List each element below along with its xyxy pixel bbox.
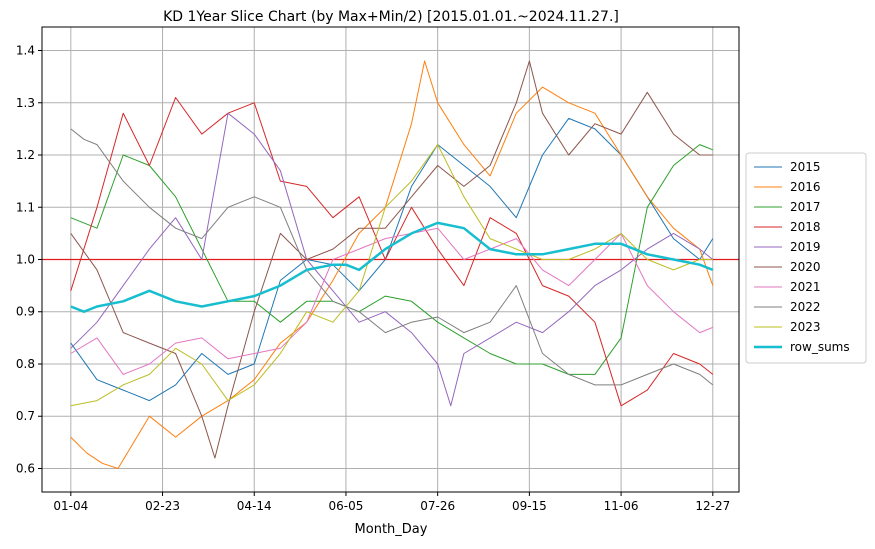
y-tick-label: 1.3	[16, 96, 35, 110]
x-axis: 01-04 02-23 04-14 06-05 07-26 09-15 11-06 12-27	[53, 492, 730, 513]
legend-label: 2020	[790, 260, 821, 274]
series-line-2017	[70, 144, 713, 375]
y-axis: 0.6 0.7 0.8 0.9 1.0 1.1 1.2 1.3 1.4	[16, 44, 42, 475]
series-line-2021	[70, 227, 713, 375]
legend-label: 2018	[790, 220, 821, 234]
series-line-2020	[70, 60, 713, 459]
series-line-row_sums	[70, 221, 714, 313]
series-line-2023	[70, 144, 713, 407]
y-tick-label: 0.6	[16, 461, 35, 475]
series-line-2022	[70, 128, 714, 386]
series-line-2016	[70, 60, 714, 469]
x-tick-label: 01-04	[53, 499, 88, 513]
x-tick-label: 02-23	[145, 499, 180, 513]
legend-label: 2015	[790, 160, 821, 174]
x-tick-label: 12-27	[695, 499, 730, 513]
legend-box	[745, 152, 867, 364]
x-tick-label: 07-26	[420, 499, 455, 513]
y-tick-label: 1.2	[16, 148, 35, 162]
y-tick-label: 0.8	[16, 357, 35, 371]
x-axis-label: Month_Day	[355, 522, 428, 537]
y-tick-label: 0.7	[16, 409, 35, 423]
legend-label: 2021	[790, 280, 821, 294]
series-group	[70, 60, 714, 469]
x-tick-label: 11-06	[604, 499, 639, 513]
x-tick-label: 04-14	[237, 499, 272, 513]
y-tick-label: 0.9	[16, 305, 35, 319]
chart-title: KD 1Year Slice Chart (by Max+Min/2) [201…	[163, 9, 619, 25]
y-tick-label: 1.4	[16, 44, 35, 58]
y-tick-label: 1.0	[16, 253, 35, 267]
legend-label: 2017	[790, 200, 821, 214]
legend-label: 2016	[790, 180, 821, 194]
x-tick-label: 06-05	[329, 499, 364, 513]
legend-label: 2022	[790, 300, 821, 314]
series-line-2018	[70, 97, 714, 407]
y-tick-label: 1.1	[16, 200, 35, 214]
legend: 2015 2016 2017 2018 2019 2020 2021 2022 2023 row_…	[745, 152, 867, 364]
legend-label: 2023	[790, 320, 821, 334]
x-tick-label: 09-15	[512, 499, 547, 513]
legend-label: 2019	[790, 240, 821, 254]
legend-label: row_sums	[790, 340, 850, 354]
series-line-2015	[70, 117, 714, 402]
